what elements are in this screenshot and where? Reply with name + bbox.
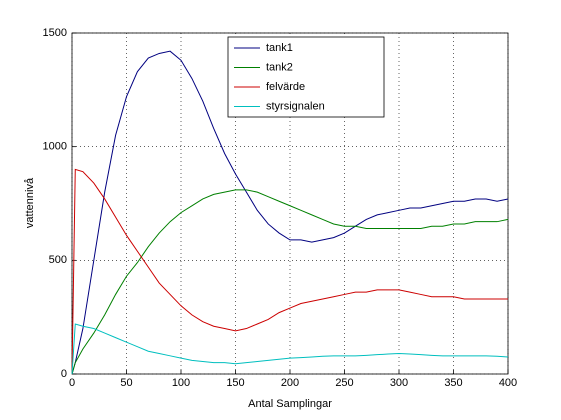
x-tick-label: 150 [226,377,244,389]
x-tick-label: 400 [499,377,517,389]
x-tick-label: 350 [444,377,462,389]
legend-label: styrsignalen [266,100,325,112]
series-line [71,168,508,375]
x-tick-label: 300 [390,377,408,389]
series-line [71,323,509,375]
x-tick-label: 50 [120,377,132,389]
legend-label: felvärde [266,81,305,93]
x-axis-label: Antal Samplingar [248,398,332,410]
legend-label: tank2 [266,61,293,73]
y-axis-label: vattennivå [24,177,36,228]
y-tick-label: 1000 [43,141,67,153]
legend-box [227,36,385,118]
series-line [71,50,509,375]
y-tick-label: 500 [49,254,67,266]
x-tick-label: 0 [69,377,75,389]
y-tick-label: 1500 [43,27,67,39]
legend-label: tank1 [266,42,293,54]
y-tick-label: 0 [61,368,67,380]
x-tick-label: 250 [335,377,353,389]
x-tick-label: 200 [281,377,299,389]
series-line [71,189,509,375]
x-tick-label: 100 [172,377,190,389]
